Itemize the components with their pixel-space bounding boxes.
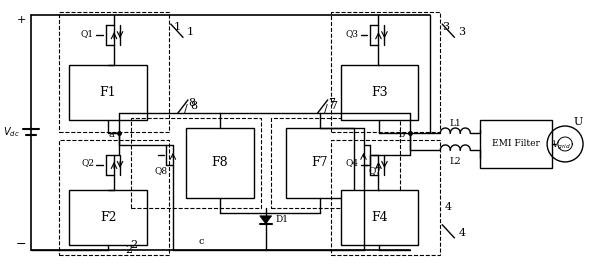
Bar <box>69 65 147 120</box>
Text: 4: 4 <box>445 202 452 212</box>
Text: /: / <box>184 103 188 113</box>
Bar <box>480 120 552 168</box>
Bar <box>270 118 401 208</box>
Bar <box>69 190 147 245</box>
Text: L1: L1 <box>450 118 461 127</box>
Text: Q3: Q3 <box>345 29 359 38</box>
Bar <box>341 65 419 120</box>
Bar <box>341 190 419 245</box>
Polygon shape <box>260 216 272 224</box>
Text: 7: 7 <box>328 98 335 108</box>
Text: 3: 3 <box>459 27 465 37</box>
Text: 7: 7 <box>330 101 337 111</box>
Text: −: − <box>16 238 26 251</box>
Bar <box>330 140 440 255</box>
Text: 8: 8 <box>188 98 195 108</box>
Text: EMI Filter: EMI Filter <box>492 139 540 148</box>
Text: Q2: Q2 <box>81 158 94 167</box>
Text: Q8: Q8 <box>154 166 168 175</box>
Bar <box>286 128 353 198</box>
Text: F8: F8 <box>212 156 228 169</box>
Text: F2: F2 <box>100 211 116 224</box>
Text: 3: 3 <box>442 22 449 32</box>
Text: 8: 8 <box>191 101 197 111</box>
Text: a: a <box>108 130 114 139</box>
Text: 2: 2 <box>125 245 132 255</box>
Bar <box>59 140 169 255</box>
Text: F1: F1 <box>100 86 116 99</box>
Text: 1: 1 <box>173 22 180 32</box>
Text: 2: 2 <box>131 240 137 250</box>
Text: b: b <box>399 130 405 139</box>
Text: 4: 4 <box>459 228 465 238</box>
Text: F7: F7 <box>312 156 328 169</box>
Text: U: U <box>573 117 583 127</box>
Text: +: + <box>17 15 26 25</box>
Text: D1: D1 <box>276 215 289 224</box>
Bar <box>131 118 261 208</box>
Text: Q1: Q1 <box>81 29 94 38</box>
Text: c: c <box>198 237 204 246</box>
Text: $V_{grid}$: $V_{grid}$ <box>552 138 572 152</box>
Text: Q4: Q4 <box>345 158 359 167</box>
Text: F3: F3 <box>371 86 388 99</box>
Text: F4: F4 <box>371 211 388 224</box>
Bar <box>59 12 169 132</box>
Text: /: / <box>324 103 327 113</box>
Text: Q7: Q7 <box>369 166 382 175</box>
Bar <box>186 128 253 198</box>
Text: $V_{dc}$: $V_{dc}$ <box>2 125 19 139</box>
Bar <box>330 12 440 132</box>
Text: 1: 1 <box>187 27 194 37</box>
Text: L2: L2 <box>450 157 461 166</box>
